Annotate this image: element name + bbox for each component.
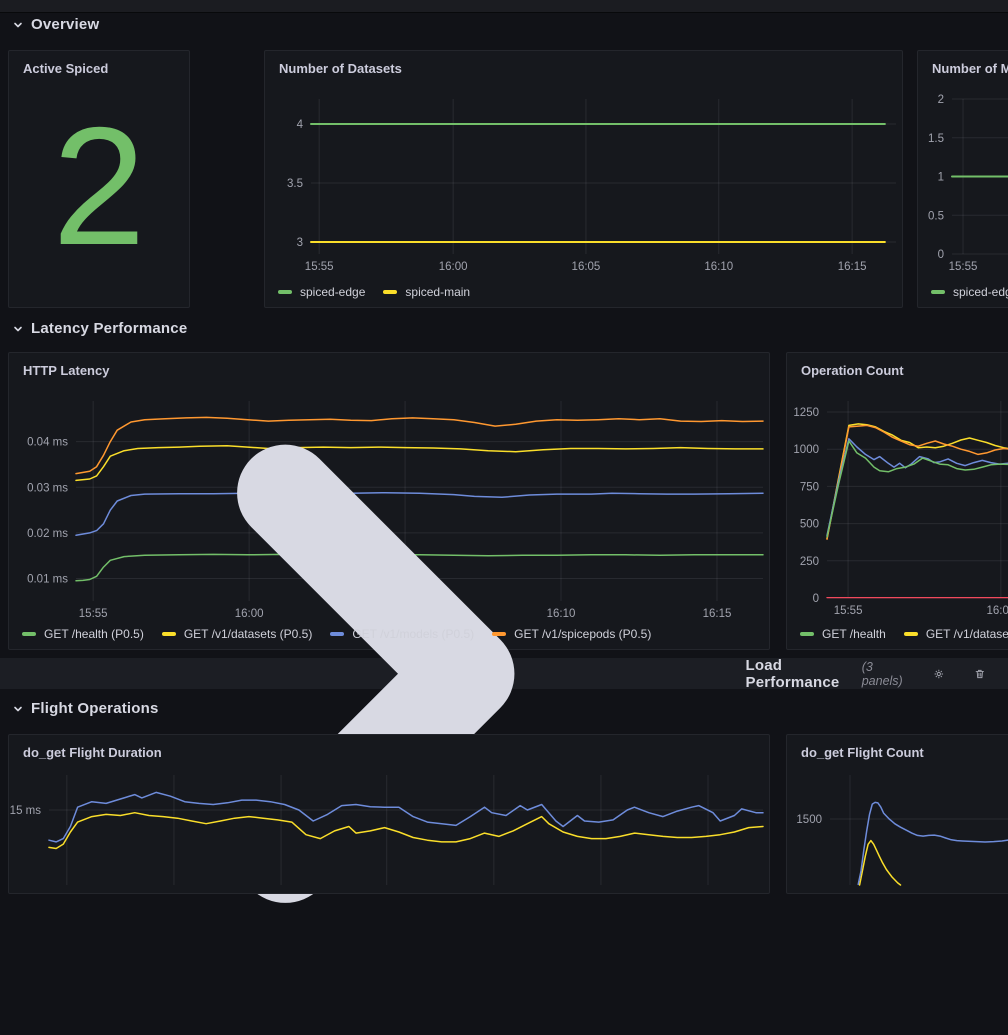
panel-title[interactable]: do_get Flight Count [801,745,924,760]
panel-do-get-flight-duration: do_get Flight Duration 0.15 ms [8,734,770,894]
section-header-overview[interactable]: Overview [12,16,99,33]
svg-text:1.5: 1.5 [928,133,944,145]
chart-legend: spiced-edge [931,285,1008,299]
svg-text:1500: 1500 [796,814,822,826]
legend-item[interactable]: GET /v1/spicepods (P0.5) [492,627,651,641]
section-title: Overview [31,16,99,33]
panel-title[interactable]: do_get Flight Duration [23,745,162,760]
legend-swatch-icon [904,632,918,636]
svg-text:16:10: 16:10 [704,261,733,273]
legend-swatch-icon [931,290,945,294]
stat-value: 2 [9,51,189,307]
legend-swatch-icon [492,632,506,636]
svg-text:0: 0 [938,249,944,261]
chart-legend: spiced-edge spiced-main [278,285,470,299]
panel-title[interactable]: Number of Models [932,61,1008,76]
legend-item[interactable]: GET /v1/datasets [904,627,1008,641]
svg-text:15:55: 15:55 [305,261,334,273]
svg-text:0.5: 0.5 [928,210,944,222]
legend-label: spiced-edge [953,285,1008,299]
legend-swatch-icon [278,290,292,294]
svg-text:16:05: 16:05 [572,261,601,273]
chevron-down-icon [12,703,24,715]
svg-text:500: 500 [800,519,819,531]
panel-number-of-models: Number of Models 15:55 0 0.5 1 1.5 2 spiced-e… [917,50,1008,308]
section-title: Load Performance [746,657,844,691]
panel-title[interactable]: HTTP Latency [23,363,109,378]
legend-label: GET /health [822,627,886,641]
svg-text:3: 3 [297,237,303,249]
svg-text:250: 250 [800,556,819,568]
legend-item[interactable]: spiced-edge [931,285,1008,299]
legend-swatch-icon [22,632,36,636]
section-header-flight-operations[interactable]: Flight Operations [12,700,159,717]
panels-count: (3 panels) [862,660,903,688]
datasets-chart[interactable]: 15:55 16:00 16:05 16:10 16:15 3 3.5 4 [265,51,904,309]
legend-item[interactable]: GET /health (P0.5) [22,627,144,641]
svg-text:1250: 1250 [793,407,819,419]
svg-text:2: 2 [938,94,944,106]
panel-title[interactable]: Active Spiced [23,61,108,76]
svg-text:0.15 ms: 0.15 ms [9,805,41,817]
panel-number-of-datasets: Number of Datasets 15:5516:0016:0516:101… [264,50,903,308]
legend-label: GET /health (P0.5) [44,627,144,641]
svg-text:16:00: 16:00 [986,605,1008,617]
legend-item[interactable]: spiced-main [383,285,470,299]
operation-count-chart[interactable]: 15:55 16:00 0 250 500 750 1000 1250 [787,353,1008,651]
panel-operation-count: Operation Count 15:55 16:00 0 250 500 750 1000… [786,352,1008,650]
svg-text:750: 750 [800,481,819,493]
svg-text:4: 4 [297,119,304,131]
legend-label: spiced-main [405,285,470,299]
legend-label: GET /v1/spicepods (P0.5) [514,627,651,641]
panel-active-spiced: Active Spiced 2 [8,50,190,308]
legend-swatch-icon [800,632,814,636]
svg-text:3.5: 3.5 [287,178,303,190]
legend-label: spiced-edge [300,285,365,299]
chevron-right-icon [14,312,738,1035]
legend-swatch-icon [330,632,344,636]
legend-swatch-icon [162,632,176,636]
svg-text:0: 0 [813,593,819,605]
section-header-load-performance[interactable]: Load Performance (3 panels) [0,658,1008,689]
legend-label: GET /v1/datasets [926,627,1008,641]
legend-item[interactable]: GET /v1/models (P0.5) [330,627,474,641]
models-chart[interactable]: 15:55 0 0.5 1 1.5 2 [918,51,1008,309]
chevron-down-icon [12,19,24,31]
legend-label: GET /v1/models (P0.5) [352,627,474,641]
chart-legend: GET /health GET /v1/datasets [800,627,1008,641]
legend-item[interactable]: GET /v1/datasets (P0.5) [162,627,313,641]
panel-title[interactable]: Operation Count [801,363,904,378]
legend-item[interactable]: GET /health [800,627,886,641]
legend-label: GET /v1/datasets (P0.5) [184,627,313,641]
svg-text:16:00: 16:00 [439,261,468,273]
svg-text:15:55: 15:55 [834,605,863,617]
panel-do-get-flight-count: do_get Flight Count 1500 [786,734,1008,894]
legend-item[interactable]: spiced-edge [278,285,365,299]
top-toolbar-edge [0,0,1008,13]
legend-swatch-icon [383,290,397,294]
trash-icon[interactable] [974,666,986,682]
gear-icon[interactable] [933,666,945,682]
svg-text:1000: 1000 [793,444,819,456]
svg-text:15:55: 15:55 [949,261,978,273]
svg-text:16:15: 16:15 [838,261,867,273]
chart-legend: GET /health (P0.5) GET /v1/datasets (P0.5… [22,627,651,641]
svg-text:1: 1 [938,172,944,184]
section-title: Flight Operations [31,700,159,717]
panel-title[interactable]: Number of Datasets [279,61,402,76]
